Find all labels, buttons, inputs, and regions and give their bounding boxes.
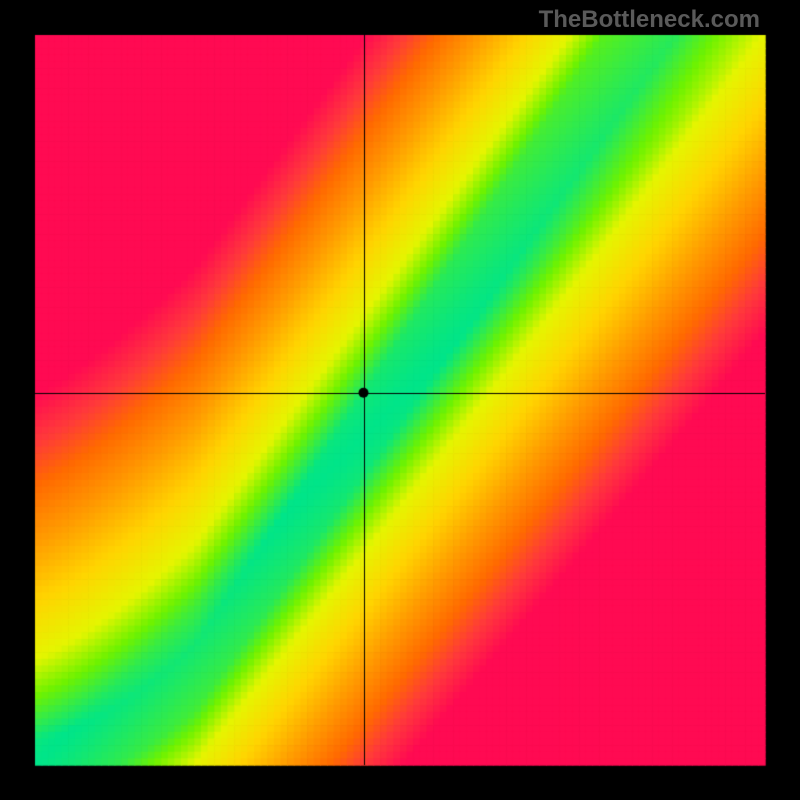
chart-container: TheBottleneck.com (0, 0, 800, 800)
watermark-text: TheBottleneck.com (539, 6, 760, 34)
bottleneck-heatmap (0, 0, 800, 800)
